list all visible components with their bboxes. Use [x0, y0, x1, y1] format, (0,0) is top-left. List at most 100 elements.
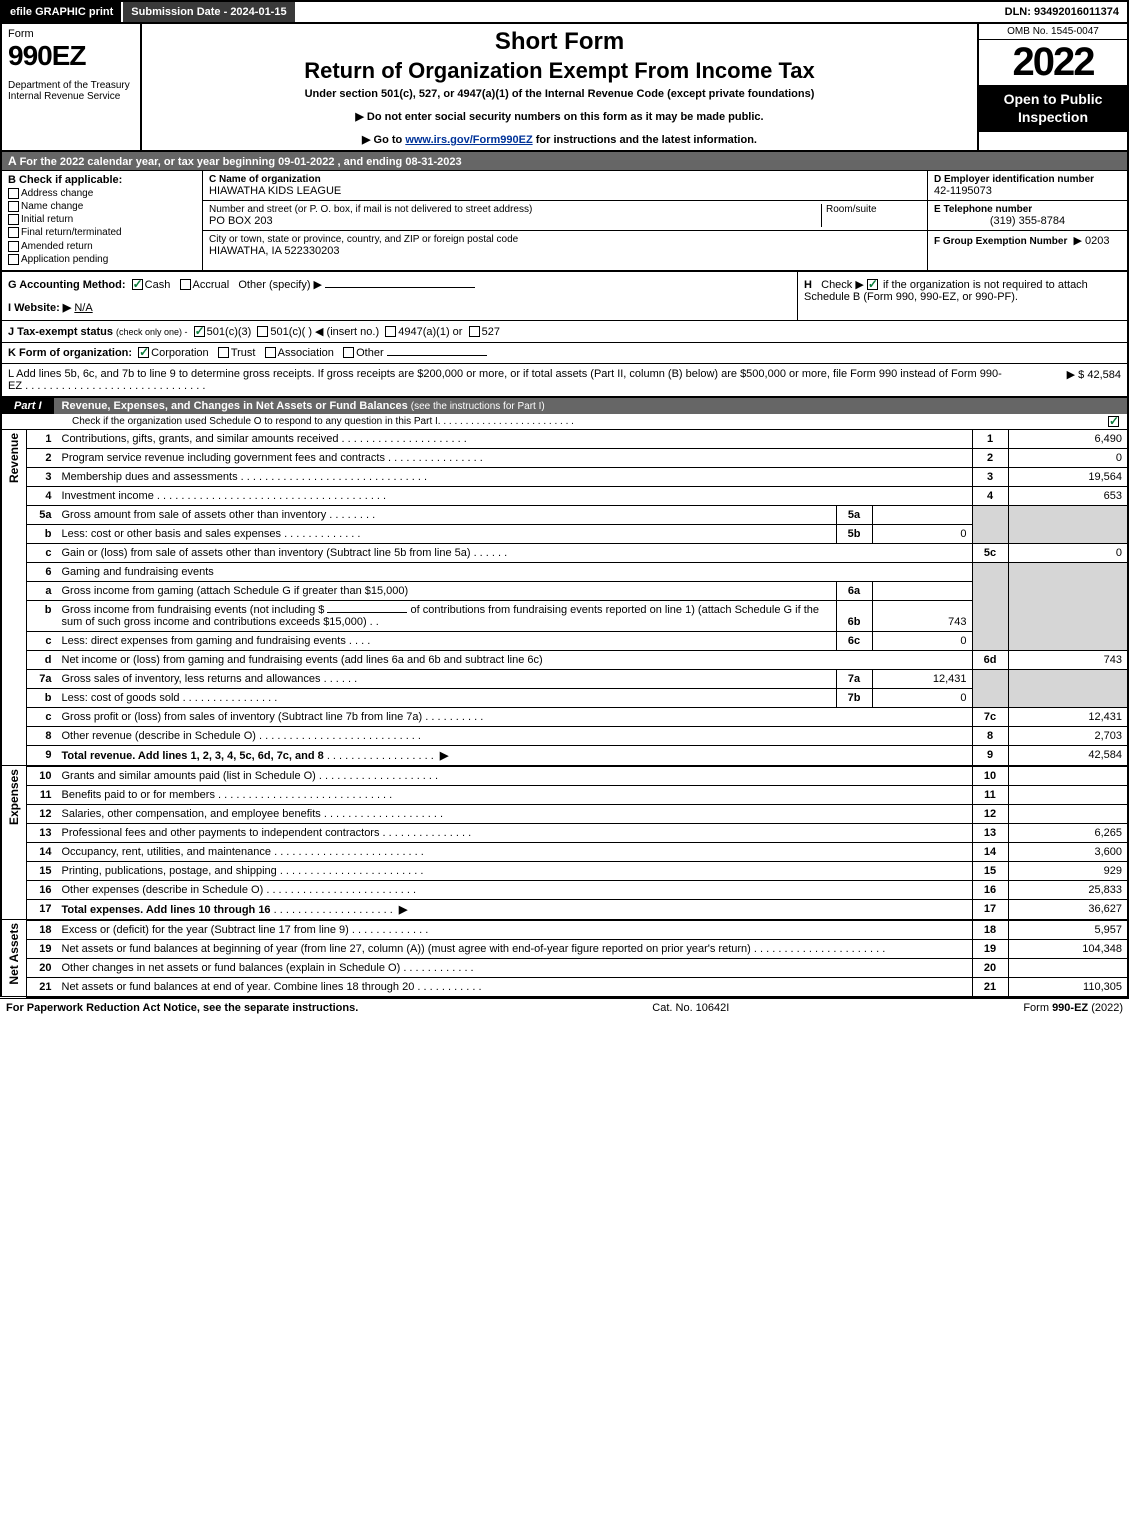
initial-return-checkbox[interactable]	[8, 214, 19, 225]
schedule-b-checkbox[interactable]	[867, 279, 878, 290]
under-section-text: Under section 501(c), 527, or 4947(a)(1)…	[150, 88, 969, 100]
revenue-sidebar: Revenue	[1, 430, 27, 766]
application-pending[interactable]: Application pending	[8, 254, 196, 265]
line-2-desc: Program service revenue including govern…	[62, 452, 385, 464]
cash-checkbox[interactable]	[132, 279, 143, 290]
line-7b-desc: Less: cost of goods sold	[62, 692, 180, 704]
line-6c: cLess: direct expenses from gaming and f…	[1, 631, 1128, 650]
goto-pre: ▶ Go to	[362, 134, 405, 146]
name-change[interactable]: Name change	[8, 201, 196, 212]
app-pending-checkbox[interactable]	[8, 254, 19, 265]
line-7c-desc: Gross profit or (loss) from sales of inv…	[62, 711, 423, 723]
line-4-rv: 653	[1008, 486, 1128, 505]
g-label: G Accounting Method:	[8, 279, 126, 291]
line-18-rn: 18	[972, 920, 1008, 940]
ein-block: D Employer identification number 42-1195…	[928, 171, 1127, 201]
501c-checkbox[interactable]	[257, 326, 268, 337]
submission-date-button[interactable]: Submission Date - 2024-01-15	[123, 2, 296, 22]
netassets-sidebar-label: Net Assets	[7, 923, 21, 985]
line-18-rv: 5,957	[1008, 920, 1128, 940]
irs-link[interactable]: www.irs.gov/Form990EZ	[405, 134, 532, 146]
final-return-checkbox[interactable]	[8, 227, 19, 238]
other-specify-label: Other (specify) ▶	[238, 279, 322, 291]
line-8-rv: 2,703	[1008, 726, 1128, 745]
line-20-desc: Other changes in net assets or fund bala…	[62, 962, 401, 974]
line-13-rn: 13	[972, 823, 1008, 842]
line-7ab-rn-shade	[972, 669, 1008, 707]
line-15-desc: Printing, publications, postage, and shi…	[62, 865, 277, 877]
j-label: J Tax-exempt status	[8, 326, 113, 338]
line-13: 13 Professional fees and other payments t…	[1, 823, 1128, 842]
line-12: 12Salaries, other compensation, and empl…	[1, 804, 1128, 823]
line-6d-rn: 6d	[972, 650, 1008, 669]
line-5a-mn: 5a	[836, 505, 872, 524]
h-check-text: Check ▶	[821, 279, 864, 291]
contributions-from-input[interactable]	[327, 612, 407, 613]
trust-checkbox[interactable]	[218, 347, 229, 358]
line-17: 17Total expenses. Add lines 10 through 1…	[1, 899, 1128, 920]
line-13-desc: Professional fees and other payments to …	[62, 827, 380, 839]
line-5a-desc: Gross amount from sale of assets other t…	[62, 509, 327, 521]
phone-label: E Telephone number	[934, 204, 1121, 215]
line-15-rn: 15	[972, 861, 1008, 880]
schedule-o-checkbox[interactable]	[1108, 416, 1119, 427]
line-19-rv: 104,348	[1008, 939, 1128, 958]
accrual-label: Accrual	[193, 279, 230, 291]
final-return[interactable]: Final return/terminated	[8, 227, 196, 238]
line-5a: 5a Gross amount from sale of assets other…	[1, 505, 1128, 524]
4947-checkbox[interactable]	[385, 326, 396, 337]
part-i-title: Revenue, Expenses, and Changes in Net As…	[54, 398, 553, 414]
line-19: 19Net assets or fund balances at beginni…	[1, 939, 1128, 958]
app-pending-label: Application pending	[21, 254, 108, 265]
line-7c: cGross profit or (loss) from sales of in…	[1, 707, 1128, 726]
line-5ab-rv-shade	[1008, 505, 1128, 543]
line-9-rv: 42,584	[1008, 745, 1128, 766]
dept-text: Department of the Treasury Internal Reve…	[8, 80, 134, 102]
b-label: Check if applicable:	[19, 174, 122, 186]
line-3-rn: 3	[972, 467, 1008, 486]
street-row: Number and street (or P. O. box, if mail…	[203, 201, 927, 231]
line-1-desc: Contributions, gifts, grants, and simila…	[62, 433, 339, 445]
line-6a-mn: 6a	[836, 581, 872, 600]
line-7c-rn: 7c	[972, 707, 1008, 726]
assoc-checkbox[interactable]	[265, 347, 276, 358]
corp-checkbox[interactable]	[138, 347, 149, 358]
line-5b-desc: Less: cost or other basis and sales expe…	[62, 528, 282, 540]
group-exemption-value: 0203	[1085, 235, 1109, 247]
amended-return-checkbox[interactable]	[8, 241, 19, 252]
trust-label: Trust	[231, 347, 256, 359]
line-20-rn: 20	[972, 958, 1008, 977]
line-21-desc: Net assets or fund balances at end of ye…	[62, 981, 415, 993]
initial-return[interactable]: Initial return	[8, 214, 196, 225]
527-checkbox[interactable]	[469, 326, 480, 337]
line-6d: dNet income or (loss) from gaming and fu…	[1, 650, 1128, 669]
line-6d-desc: Net income or (loss) from gaming and fun…	[57, 650, 973, 669]
line-14-desc: Occupancy, rent, utilities, and maintena…	[62, 846, 272, 858]
501c3-checkbox[interactable]	[194, 326, 205, 337]
other-specify-input[interactable]	[325, 287, 475, 288]
line-9-desc: Total revenue. Add lines 1, 2, 3, 4, 5c,…	[62, 750, 324, 762]
line-5b: bLess: cost or other basis and sales exp…	[1, 524, 1128, 543]
amended-return[interactable]: Amended return	[8, 241, 196, 252]
addr-change[interactable]: Address change	[8, 188, 196, 199]
line-10-rv	[1008, 766, 1128, 786]
i-label: I Website: ▶	[8, 302, 71, 314]
section-a-period: For the 2022 calendar year, or tax year …	[20, 156, 462, 168]
open-to-public: Open to Public Inspection	[979, 85, 1127, 132]
accrual-checkbox[interactable]	[180, 279, 191, 290]
paperwork-notice: For Paperwork Reduction Act Notice, see …	[6, 1002, 358, 1014]
line-7ab-rv-shade	[1008, 669, 1128, 707]
name-change-checkbox[interactable]	[8, 201, 19, 212]
initial-return-label: Initial return	[21, 214, 73, 225]
line-16-desc: Other expenses (describe in Schedule O)	[62, 884, 264, 896]
part-i-tag: Part I	[2, 398, 54, 414]
other-org-checkbox[interactable]	[343, 347, 354, 358]
addr-change-checkbox[interactable]	[8, 188, 19, 199]
l-value: ▶ $ 42,584	[1011, 368, 1121, 392]
other-org-input[interactable]	[387, 355, 487, 356]
expenses-sidebar: Expenses	[1, 766, 27, 920]
efile-print-button[interactable]: efile GRAPHIC print	[2, 2, 123, 22]
form-word: Form	[8, 28, 134, 40]
line-12-rn: 12	[972, 804, 1008, 823]
line-21-rn: 21	[972, 977, 1008, 997]
